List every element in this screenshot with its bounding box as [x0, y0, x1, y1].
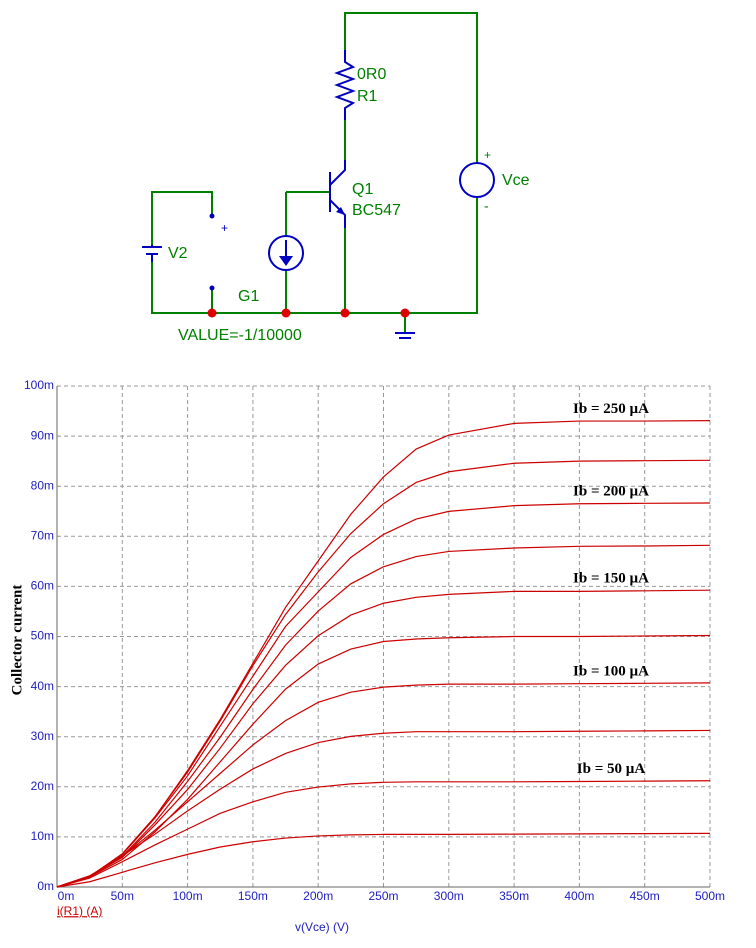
- y-tick-label: 10m: [31, 829, 54, 843]
- x-tick-label: 200m: [303, 889, 333, 903]
- label: Vce: [502, 172, 530, 189]
- current-arrow: [279, 256, 293, 266]
- schematic: 0R0 R1 Q1 BC547 Vce + - V2 + G1 VALUE=-1…: [142, 12, 530, 344]
- curve: [56, 832, 711, 888]
- x-tick-label: 100m: [173, 889, 203, 903]
- x-tick-label: 0m: [58, 889, 75, 903]
- x-tick-label: 500m: [695, 889, 725, 903]
- curve: [56, 544, 711, 888]
- x-tick-label: 350m: [499, 889, 529, 903]
- y-tick-label: 20m: [31, 779, 54, 793]
- y-tick-label: 50m: [31, 629, 54, 643]
- ground: [395, 332, 415, 339]
- x-tick-label: 150m: [238, 889, 268, 903]
- node: [340, 308, 350, 318]
- curve: [56, 634, 711, 888]
- y-tick-label: 0m: [37, 879, 54, 893]
- label: -: [484, 198, 489, 214]
- curve-label: Ib = 250 µA: [573, 401, 649, 417]
- nodes: [207, 308, 410, 318]
- y-tick-label: 40m: [31, 679, 54, 693]
- y-tick-label: 30m: [31, 729, 54, 743]
- trace-label: i(R1) (A): [57, 904, 102, 918]
- current-source: [268, 235, 304, 271]
- x-tick-label: 50m: [111, 889, 134, 903]
- y-tick-label: 100m: [24, 378, 54, 392]
- y-tick-label: 90m: [31, 428, 54, 442]
- node: [400, 308, 410, 318]
- transistor: [329, 160, 346, 228]
- curve: [56, 420, 711, 888]
- x-tick-label: 300m: [434, 889, 464, 903]
- curve: [56, 682, 711, 888]
- node: [281, 308, 291, 318]
- x-axis-label: v(Vce) (V): [295, 920, 349, 934]
- switch-contact: [209, 285, 215, 291]
- y-tick-label: 60m: [31, 579, 54, 593]
- label: +: [484, 148, 491, 162]
- label: R1: [357, 88, 378, 105]
- label: Q1: [352, 181, 373, 198]
- curve: [56, 589, 711, 888]
- switch-contact: [209, 213, 215, 219]
- label: 0R0: [357, 66, 386, 83]
- x-tick-label: 250m: [368, 889, 398, 903]
- vce-source: [459, 162, 495, 198]
- label: G1: [238, 288, 259, 305]
- curve-label: Ib = 100 µA: [573, 663, 649, 679]
- resistor: [334, 50, 356, 120]
- x-tick-label: 450m: [630, 889, 660, 903]
- emitter-arrow: [336, 207, 345, 215]
- battery: [142, 245, 162, 262]
- label: BC547: [352, 202, 401, 219]
- y-tick-label: 70m: [31, 528, 54, 542]
- curve: [56, 780, 711, 888]
- node: [207, 308, 217, 318]
- curve-label: Ib = 200 µA: [573, 483, 649, 499]
- y-tick-label: 80m: [31, 478, 54, 492]
- plot: Collector current v(Vce) (V) i(R1) (A) 0…: [9, 378, 725, 934]
- wires: [151, 12, 478, 333]
- label: V2: [168, 245, 188, 262]
- y-axis-label: Collector current: [9, 585, 25, 696]
- curve-label: Ib = 150 µA: [573, 571, 649, 587]
- label: VALUE=-1/10000: [178, 327, 302, 344]
- curve-label: Ib = 50 µA: [577, 761, 646, 777]
- label: +: [221, 221, 228, 235]
- x-tick-label: 400m: [564, 889, 594, 903]
